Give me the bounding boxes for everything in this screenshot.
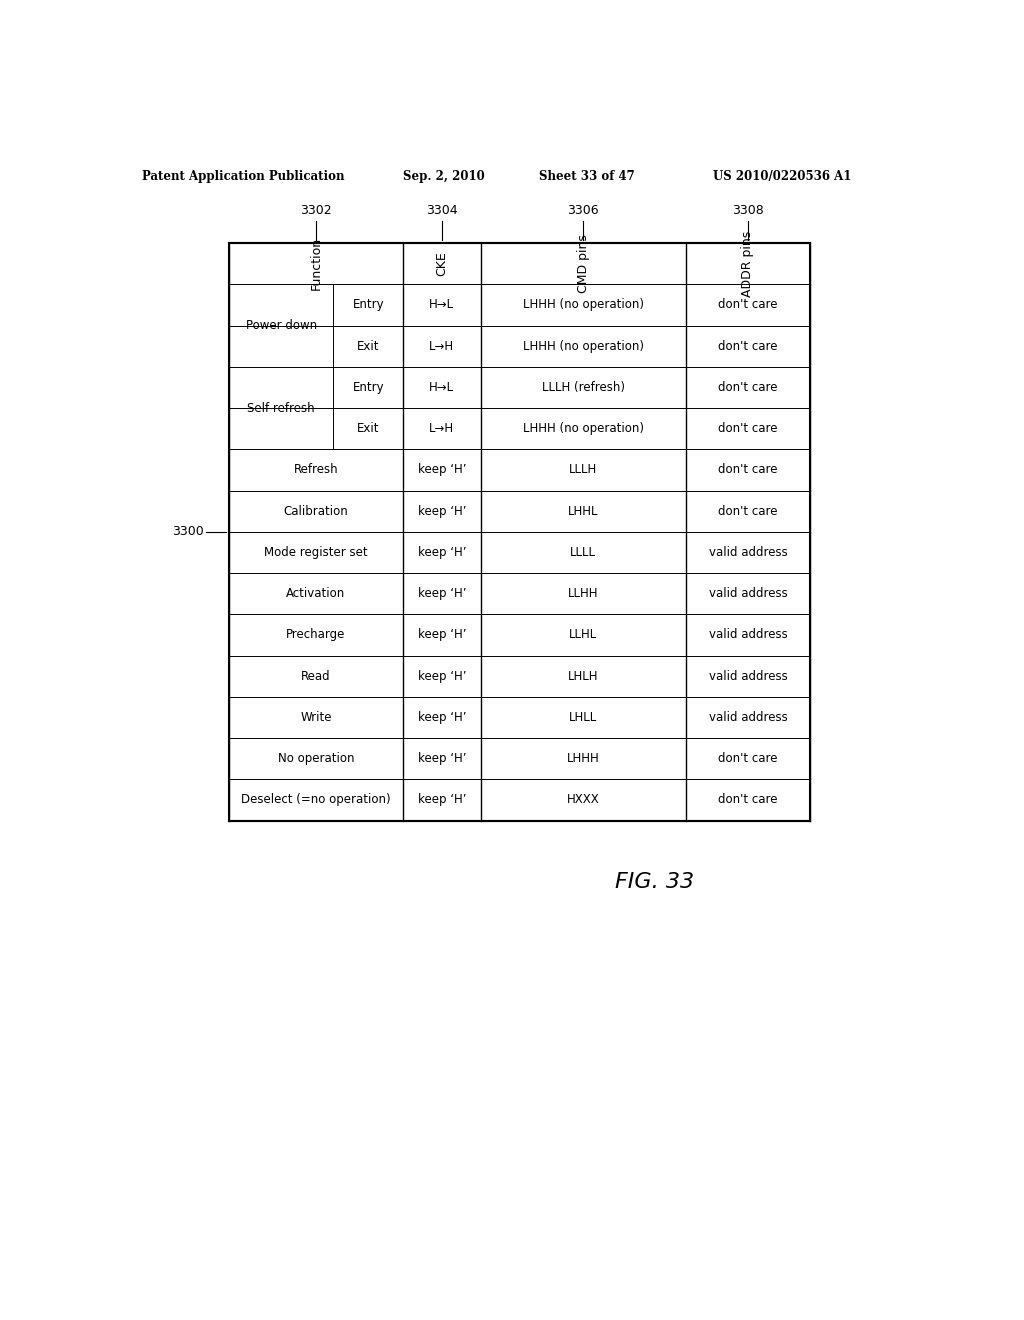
Text: 3308: 3308 (732, 205, 764, 218)
Text: Entry: Entry (352, 298, 384, 312)
Text: keep ‘H’: keep ‘H’ (418, 504, 466, 517)
Text: Precharge: Precharge (287, 628, 346, 642)
Text: Sep. 2, 2010: Sep. 2, 2010 (403, 170, 485, 183)
Text: Patent Application Publication: Patent Application Publication (142, 170, 344, 183)
Text: valid address: valid address (709, 628, 787, 642)
Text: Exit: Exit (357, 339, 380, 352)
Text: don't care: don't care (718, 793, 778, 807)
Text: Calibration: Calibration (284, 504, 348, 517)
Text: US 2010/0220536 A1: US 2010/0220536 A1 (713, 170, 852, 183)
Text: LLLL: LLLL (570, 546, 596, 558)
Text: don't care: don't care (718, 463, 778, 477)
Text: keep ‘H’: keep ‘H’ (418, 587, 466, 601)
Text: don't care: don't care (718, 422, 778, 436)
Text: LLLH: LLLH (569, 463, 597, 477)
Text: LHHL: LHHL (568, 504, 599, 517)
Text: CKE: CKE (435, 251, 449, 276)
Bar (228, 243, 810, 821)
Text: Activation: Activation (287, 587, 345, 601)
Text: keep ‘H’: keep ‘H’ (418, 546, 466, 558)
Text: LHHH (no operation): LHHH (no operation) (523, 298, 644, 312)
Text: LHLL: LHLL (569, 711, 597, 723)
Text: LHHH (no operation): LHHH (no operation) (523, 339, 644, 352)
Text: don't care: don't care (718, 298, 778, 312)
Text: Deselect (=no operation): Deselect (=no operation) (241, 793, 391, 807)
Text: LLHL: LLHL (569, 628, 597, 642)
Text: No operation: No operation (278, 752, 354, 766)
Text: L→H: L→H (429, 422, 455, 436)
Text: ADDR pins: ADDR pins (741, 231, 755, 297)
Text: don't care: don't care (718, 504, 778, 517)
Text: Power down: Power down (246, 319, 316, 333)
Text: LLLH (refresh): LLLH (refresh) (542, 381, 625, 393)
Text: don't care: don't care (718, 339, 778, 352)
Text: keep ‘H’: keep ‘H’ (418, 793, 466, 807)
Text: LLHH: LLHH (568, 587, 599, 601)
Text: Mode register set: Mode register set (264, 546, 368, 558)
Text: 3302: 3302 (300, 205, 332, 218)
Text: 3304: 3304 (426, 205, 458, 218)
Text: FIG. 33: FIG. 33 (615, 873, 694, 892)
Text: LHHH: LHHH (567, 752, 600, 766)
Text: Read: Read (301, 669, 331, 682)
Text: Refresh: Refresh (294, 463, 338, 477)
Text: valid address: valid address (709, 711, 787, 723)
Text: H→L: H→L (429, 381, 455, 393)
Text: L→H: L→H (429, 339, 455, 352)
Text: keep ‘H’: keep ‘H’ (418, 752, 466, 766)
Text: LHLH: LHLH (568, 669, 599, 682)
Text: 3306: 3306 (567, 205, 599, 218)
Text: CMD pins: CMD pins (577, 234, 590, 293)
Text: keep ‘H’: keep ‘H’ (418, 711, 466, 723)
Text: Write: Write (300, 711, 332, 723)
Text: valid address: valid address (709, 546, 787, 558)
Text: Self refresh: Self refresh (247, 401, 314, 414)
Text: valid address: valid address (709, 669, 787, 682)
Text: don't care: don't care (718, 752, 778, 766)
Text: 3300: 3300 (173, 525, 205, 539)
Text: H→L: H→L (429, 298, 455, 312)
Text: don't care: don't care (718, 381, 778, 393)
Text: Entry: Entry (352, 381, 384, 393)
Text: keep ‘H’: keep ‘H’ (418, 463, 466, 477)
Text: keep ‘H’: keep ‘H’ (418, 669, 466, 682)
Text: Sheet 33 of 47: Sheet 33 of 47 (539, 170, 635, 183)
Text: keep ‘H’: keep ‘H’ (418, 628, 466, 642)
Text: LHHH (no operation): LHHH (no operation) (523, 422, 644, 436)
Text: HXXX: HXXX (567, 793, 600, 807)
Text: valid address: valid address (709, 587, 787, 601)
Text: Function: Function (309, 238, 323, 290)
Text: Exit: Exit (357, 422, 380, 436)
